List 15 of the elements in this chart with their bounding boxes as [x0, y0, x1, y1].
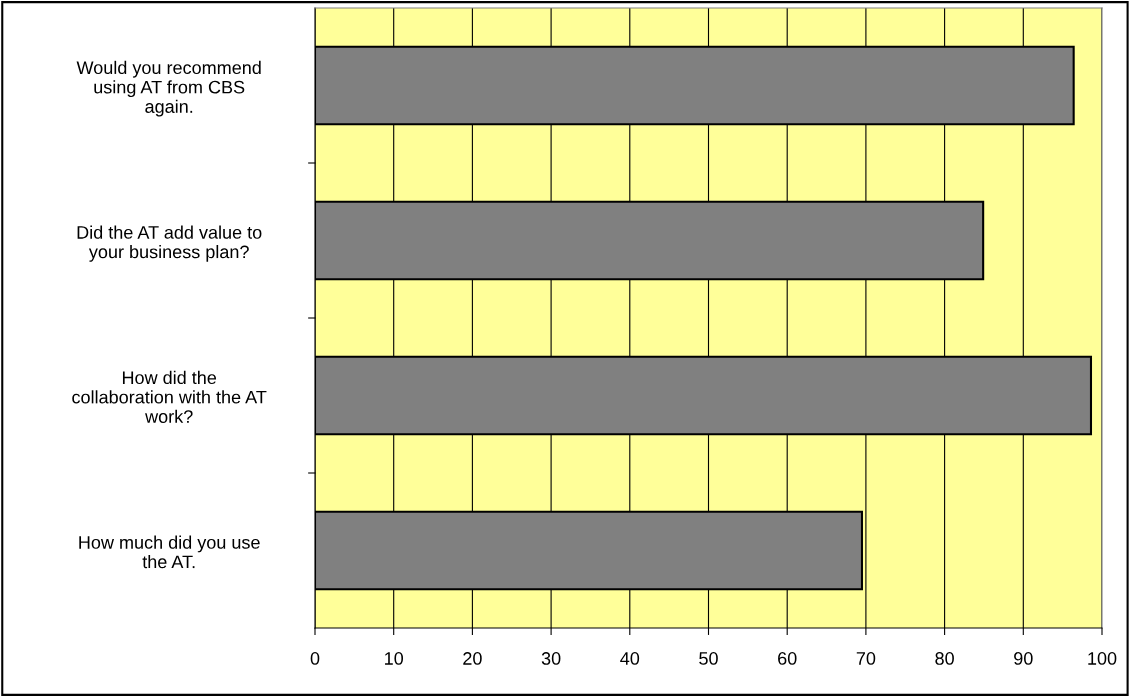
x-tick-label: 20: [463, 652, 482, 665]
y-tick-label: Would you recommend using AT from CBS again.: [76, 60, 261, 117]
x-tick-label: 50: [699, 652, 718, 665]
y-tick-label: Did the AT add value to your business plan?: [77, 225, 262, 262]
y-tick-label: How much did you use the AT.: [79, 535, 260, 569]
x-tick-label: 30: [541, 652, 561, 665]
x-tick-label: 10: [385, 652, 404, 665]
x-tick-label: 100: [1088, 652, 1117, 665]
x-tick-label: 80: [935, 652, 954, 665]
x-tick-label: 0: [310, 652, 320, 665]
x-tick-label: 70: [856, 652, 876, 665]
x-tick-label: 90: [1014, 652, 1033, 665]
x-tick-label: 60: [778, 652, 797, 665]
y-tick-label: How did the collaboration with the AT work?: [72, 370, 267, 423]
x-tick-label: 40: [620, 652, 640, 665]
